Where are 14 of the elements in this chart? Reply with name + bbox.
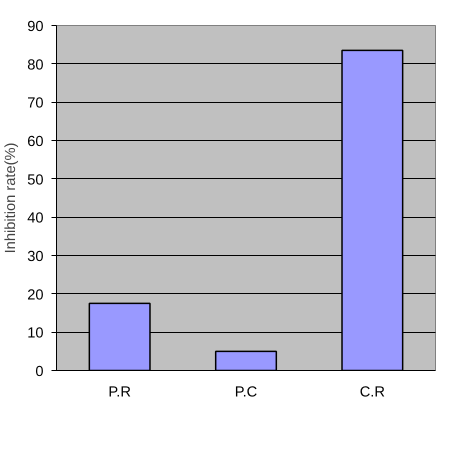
x-tick-label: C.R (360, 384, 385, 400)
x-tick-label: P.R (108, 384, 131, 400)
y-tick-label: 50 (27, 172, 44, 188)
y-tick-label: 0 (35, 364, 44, 380)
y-axis-title: Inhibition rate(%) (3, 142, 20, 254)
y-tick-label: 40 (27, 210, 44, 227)
y-tick-label: 30 (27, 249, 44, 265)
x-tick-label: P.C (234, 384, 258, 400)
y-tick-label: 60 (27, 134, 44, 150)
y-tick-label: 70 (27, 96, 44, 112)
y-tick-label: 20 (27, 287, 44, 304)
y-tick-label: 10 (27, 326, 44, 342)
y-tick-label: 90 (27, 19, 44, 35)
y-tick-label: 80 (27, 57, 44, 74)
